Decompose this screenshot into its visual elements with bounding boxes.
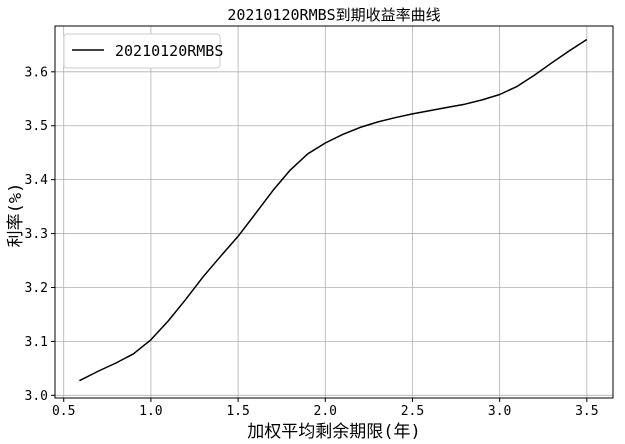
data-point (586, 39, 587, 40)
data-point (534, 75, 535, 76)
x-axis-label: 加权平均剩余期限(年) (247, 422, 420, 442)
data-point (464, 104, 465, 105)
data-point (185, 299, 186, 300)
plot-area (55, 26, 613, 398)
data-point (482, 99, 483, 100)
data-point (168, 320, 169, 321)
data-point (569, 50, 570, 51)
data-point (447, 107, 448, 108)
data-point (395, 117, 396, 118)
data-point (307, 153, 308, 154)
y-tick-label: 3.0 (25, 389, 48, 404)
data-point (220, 256, 221, 257)
data-point (79, 380, 80, 381)
x-axis: 0.5 1.0 1.5 2.0 2.5 3.0 3.5 (52, 398, 599, 419)
data-point (325, 143, 326, 144)
data-point (290, 169, 291, 170)
y-tick-label: 3.4 (25, 173, 49, 188)
data-point (238, 236, 239, 237)
data-point (552, 62, 553, 63)
series-line (79, 38, 588, 382)
data-point (412, 113, 413, 114)
data-point (273, 190, 274, 191)
y-tick-label: 3.6 (25, 65, 48, 80)
x-tick-label: 3.0 (488, 404, 511, 419)
y-tick-label: 3.5 (25, 119, 48, 134)
data-point (377, 122, 378, 123)
legend: 20210120RMBS (63, 33, 223, 69)
x-tick-label: 0.5 (52, 404, 75, 419)
data-point (255, 213, 256, 214)
x-tick-label: 3.5 (575, 404, 598, 419)
data-point (133, 353, 134, 354)
x-tick-label: 2.0 (314, 404, 337, 419)
x-tick-label: 1.5 (226, 404, 249, 419)
data-point (203, 276, 204, 277)
data-point (116, 363, 117, 364)
data-point (98, 371, 99, 372)
y-tick-label: 3.3 (25, 227, 48, 242)
chart-title: 20210120RMBS到期收益率曲线 (227, 6, 440, 24)
y-axis-label: 利率(%) (6, 183, 26, 248)
x-tick-label: 2.5 (401, 404, 424, 419)
y-axis: 3.0 3.1 3.2 3.3 3.4 3.5 3.6 (25, 65, 55, 404)
legend-entry-label: 20210120RMBS (115, 42, 223, 60)
series-layer (79, 38, 588, 382)
data-point (429, 110, 430, 111)
y-tick-label: 3.2 (25, 281, 48, 296)
data-point (360, 127, 361, 128)
data-point (150, 339, 151, 340)
plot-frame (54, 25, 614, 399)
data-point (342, 134, 343, 135)
y-tick-label: 3.1 (25, 335, 48, 350)
data-point (517, 86, 518, 87)
data-point (499, 94, 500, 95)
x-tick-label: 1.0 (139, 404, 162, 419)
legend-box (63, 33, 221, 69)
